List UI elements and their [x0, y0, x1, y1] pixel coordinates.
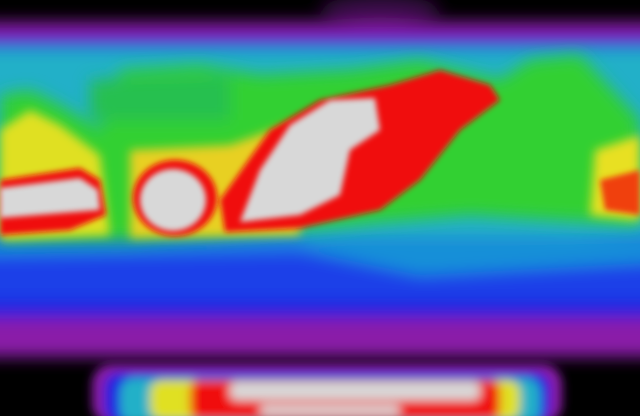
- white-zone: [0, 98, 380, 231]
- bottom-blob: [92, 364, 562, 416]
